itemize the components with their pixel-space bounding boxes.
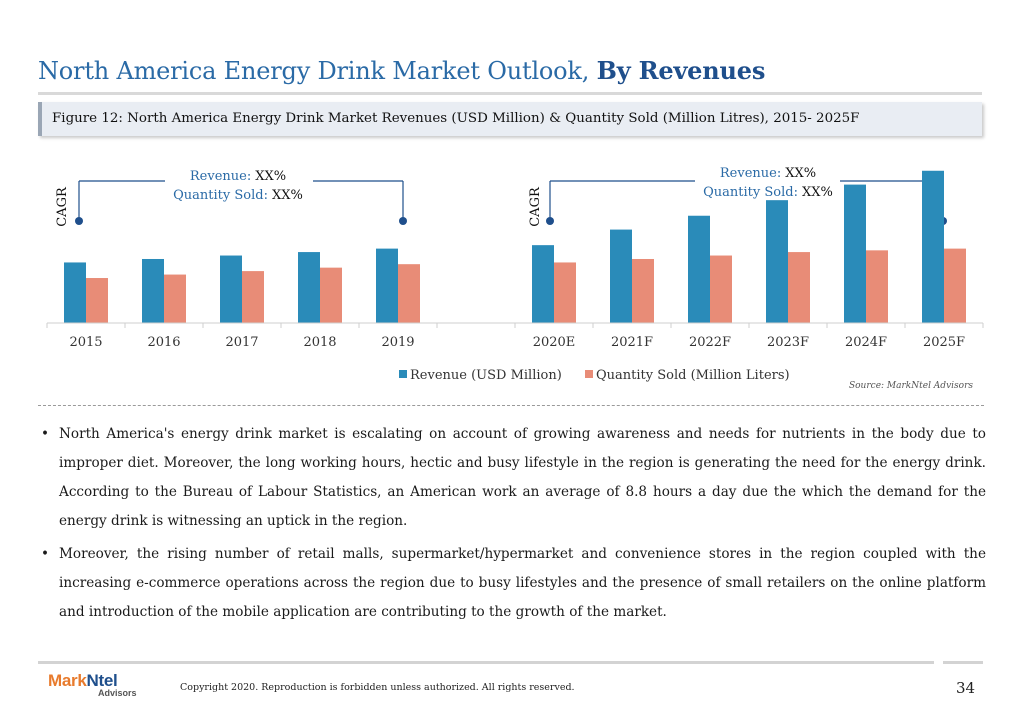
chart-legend: Revenue (USD Million) Quantity Sold (Mill… [399,368,790,383]
bar-revenue [766,200,788,323]
copyright-notice: Copyright 2020. Reproduction is forbidde… [180,682,575,693]
legend-label: Revenue (USD Million) [410,368,562,383]
logo-ntel: Ntel [86,671,118,690]
cagr-right-label: CAGR [528,186,543,227]
cagr-bracket-right: CAGR Revenue: XX% Quantity Sold: XX% [528,166,947,227]
cagr-right-quantity-label: Quantity Sold: [703,185,798,200]
cagr-right-quantity: Quantity Sold: XX% [703,185,833,200]
legend-swatch [399,370,407,378]
cagr-left-quantity-label: Quantity Sold: [173,188,268,203]
bullet-text: Moreover, the rising number of retail ma… [59,546,986,620]
cagr-right-revenue-value: XX% [785,166,816,181]
footer-divider-short [943,661,983,664]
bar-revenue [688,215,710,323]
bar-quantity [866,250,888,323]
x-axis: 2015 2016 2017 2018 2019 2020E 2021F 2022F 2023F… [46,322,984,350]
bullet-list: • North America's energy drink market is… [38,420,986,631]
title-regular: North America Energy Drink Market Outloo… [38,57,590,85]
cagr-left-revenue: Revenue: XX% [190,169,286,184]
bar-revenue [142,258,164,323]
x-tick-label: 2023F [767,335,809,350]
cagr-left-revenue-label: Revenue: [190,169,251,184]
figure-caption-bar: Figure 12: North America Energy Drink Ma… [38,102,982,136]
bar-series-group [64,170,966,323]
bar-revenue [844,184,866,323]
x-tick-label: 2018 [303,335,336,350]
bar-revenue [532,245,554,323]
bar-revenue [610,229,632,323]
bar-revenue [220,255,242,323]
bar-quantity [86,278,108,323]
cagr-right-quantity-value: XX% [802,185,833,200]
cagr-left-quantity: Quantity Sold: XX% [173,188,303,203]
title-divider [38,92,982,95]
bullet-symbol: • [41,546,50,562]
bar-quantity [554,262,576,323]
legend-label: Quantity Sold (Million Liters) [596,368,790,383]
bullet-item: • North America's energy drink market is… [38,420,986,536]
x-tick-label: 2019 [381,335,414,350]
x-tick-label: 2015 [69,335,102,350]
bar-quantity [242,271,264,323]
bar-quantity [944,248,966,323]
logo-mark: Mark [48,671,87,690]
company-logo: MarkNtel Advisors [48,671,137,698]
cagr-left-quantity-value: XX% [272,188,303,203]
figure-caption: Figure 12: North America Energy Drink Ma… [52,111,860,126]
legend-swatch [585,370,593,378]
title-bold: By Revenues [596,56,766,85]
footer-divider [38,661,934,664]
x-tick-label: 2016 [147,335,180,350]
page-number: 34 [956,679,976,697]
bar-quantity [710,255,732,323]
page-title: North America Energy Drink Market Outloo… [38,56,765,85]
bar-revenue [376,248,398,323]
logo-advisors: Advisors [98,688,137,698]
x-tick-label: 2025F [923,335,965,350]
dashed-divider [38,405,984,406]
chart-source: Source: MarkNtel Advisors [848,381,973,391]
cagr-left-revenue-value: XX% [255,169,286,184]
x-tick-label: 2024F [845,335,887,350]
bar-quantity [632,258,654,323]
bar-chart: CAGR Revenue: XX% Quantity Sold: XX% CAGR … [46,166,984,383]
bar-revenue [922,170,944,323]
bar-quantity [398,264,420,323]
cagr-right-revenue-label: Revenue: [720,166,781,181]
bullet-text: North America's energy drink market is e… [59,426,986,529]
x-tick-label: 2021F [611,335,653,350]
cagr-bracket-left: CAGR Revenue: XX% Quantity Sold: XX% [55,169,407,227]
bar-quantity [164,274,186,323]
x-tick-label: 2022F [689,335,731,350]
bar-quantity [320,267,342,323]
cagr-right-revenue: Revenue: XX% [720,166,816,181]
x-tick-label: 2017 [225,335,258,350]
x-tick-label: 2020E [533,335,576,350]
bar-revenue [64,262,86,323]
bar-revenue [298,252,320,323]
bar-quantity [788,252,810,323]
cagr-left-label: CAGR [55,186,70,227]
bullet-symbol: • [41,426,50,442]
bullet-item: • Moreover, the rising number of retail … [38,540,986,627]
